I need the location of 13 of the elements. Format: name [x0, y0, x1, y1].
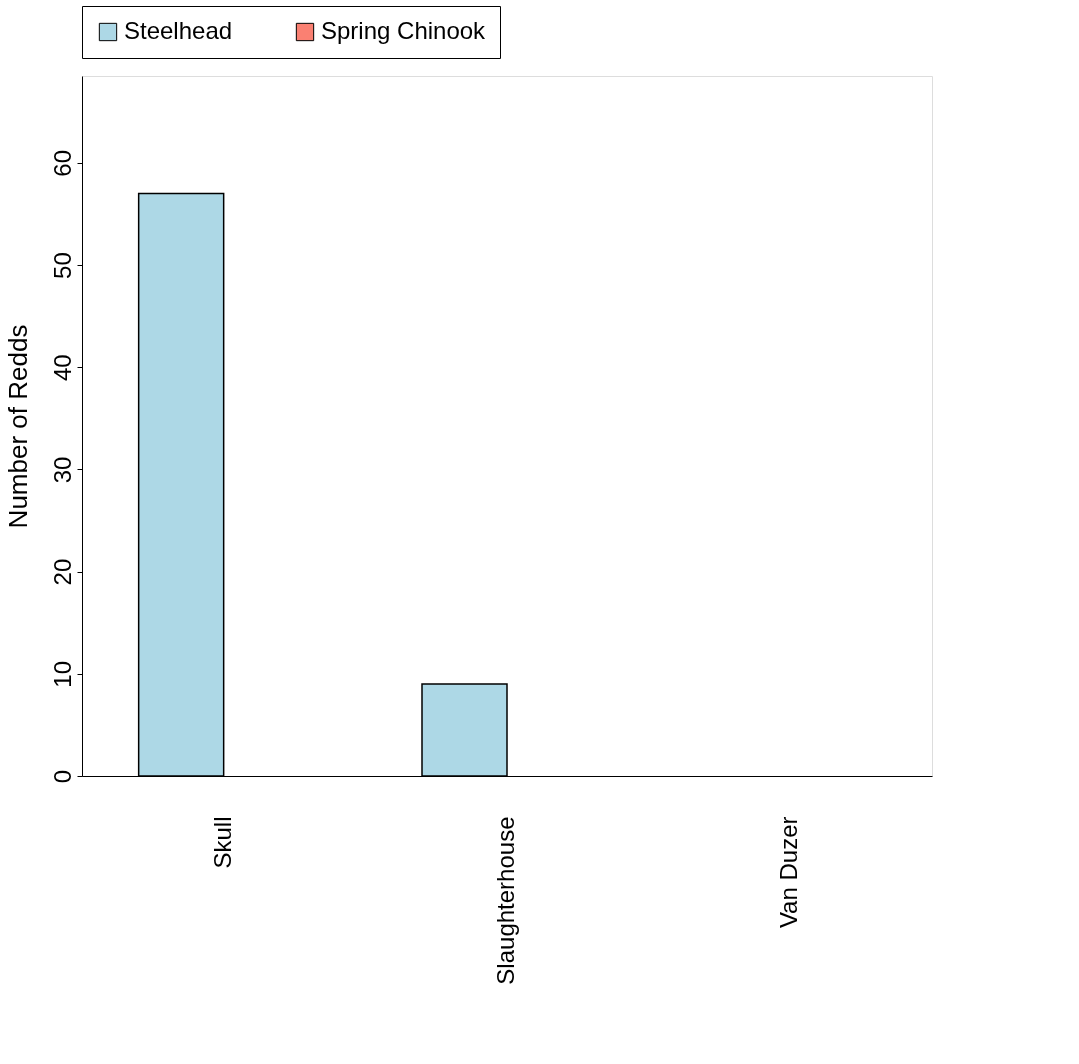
y-tick-label: 40 [48, 354, 76, 382]
y-tick-label: 10 [48, 660, 76, 688]
y-axis-title: Number of Redds [2, 324, 33, 529]
legend-label: Steelhead [124, 17, 233, 44]
y-tick-label: 20 [48, 558, 76, 586]
legend-label: Spring Chinook [321, 17, 487, 44]
y-tick-label: 0 [48, 769, 76, 784]
y-tick-label: 60 [48, 150, 76, 177]
x-tick-label: Skull [208, 816, 236, 869]
x-tick-label: Slaughterhouse [492, 816, 519, 985]
y-tick-label: 50 [48, 252, 76, 279]
y-tick-label: 30 [48, 456, 76, 484]
x-tick-label: Van Duzer [775, 816, 803, 929]
